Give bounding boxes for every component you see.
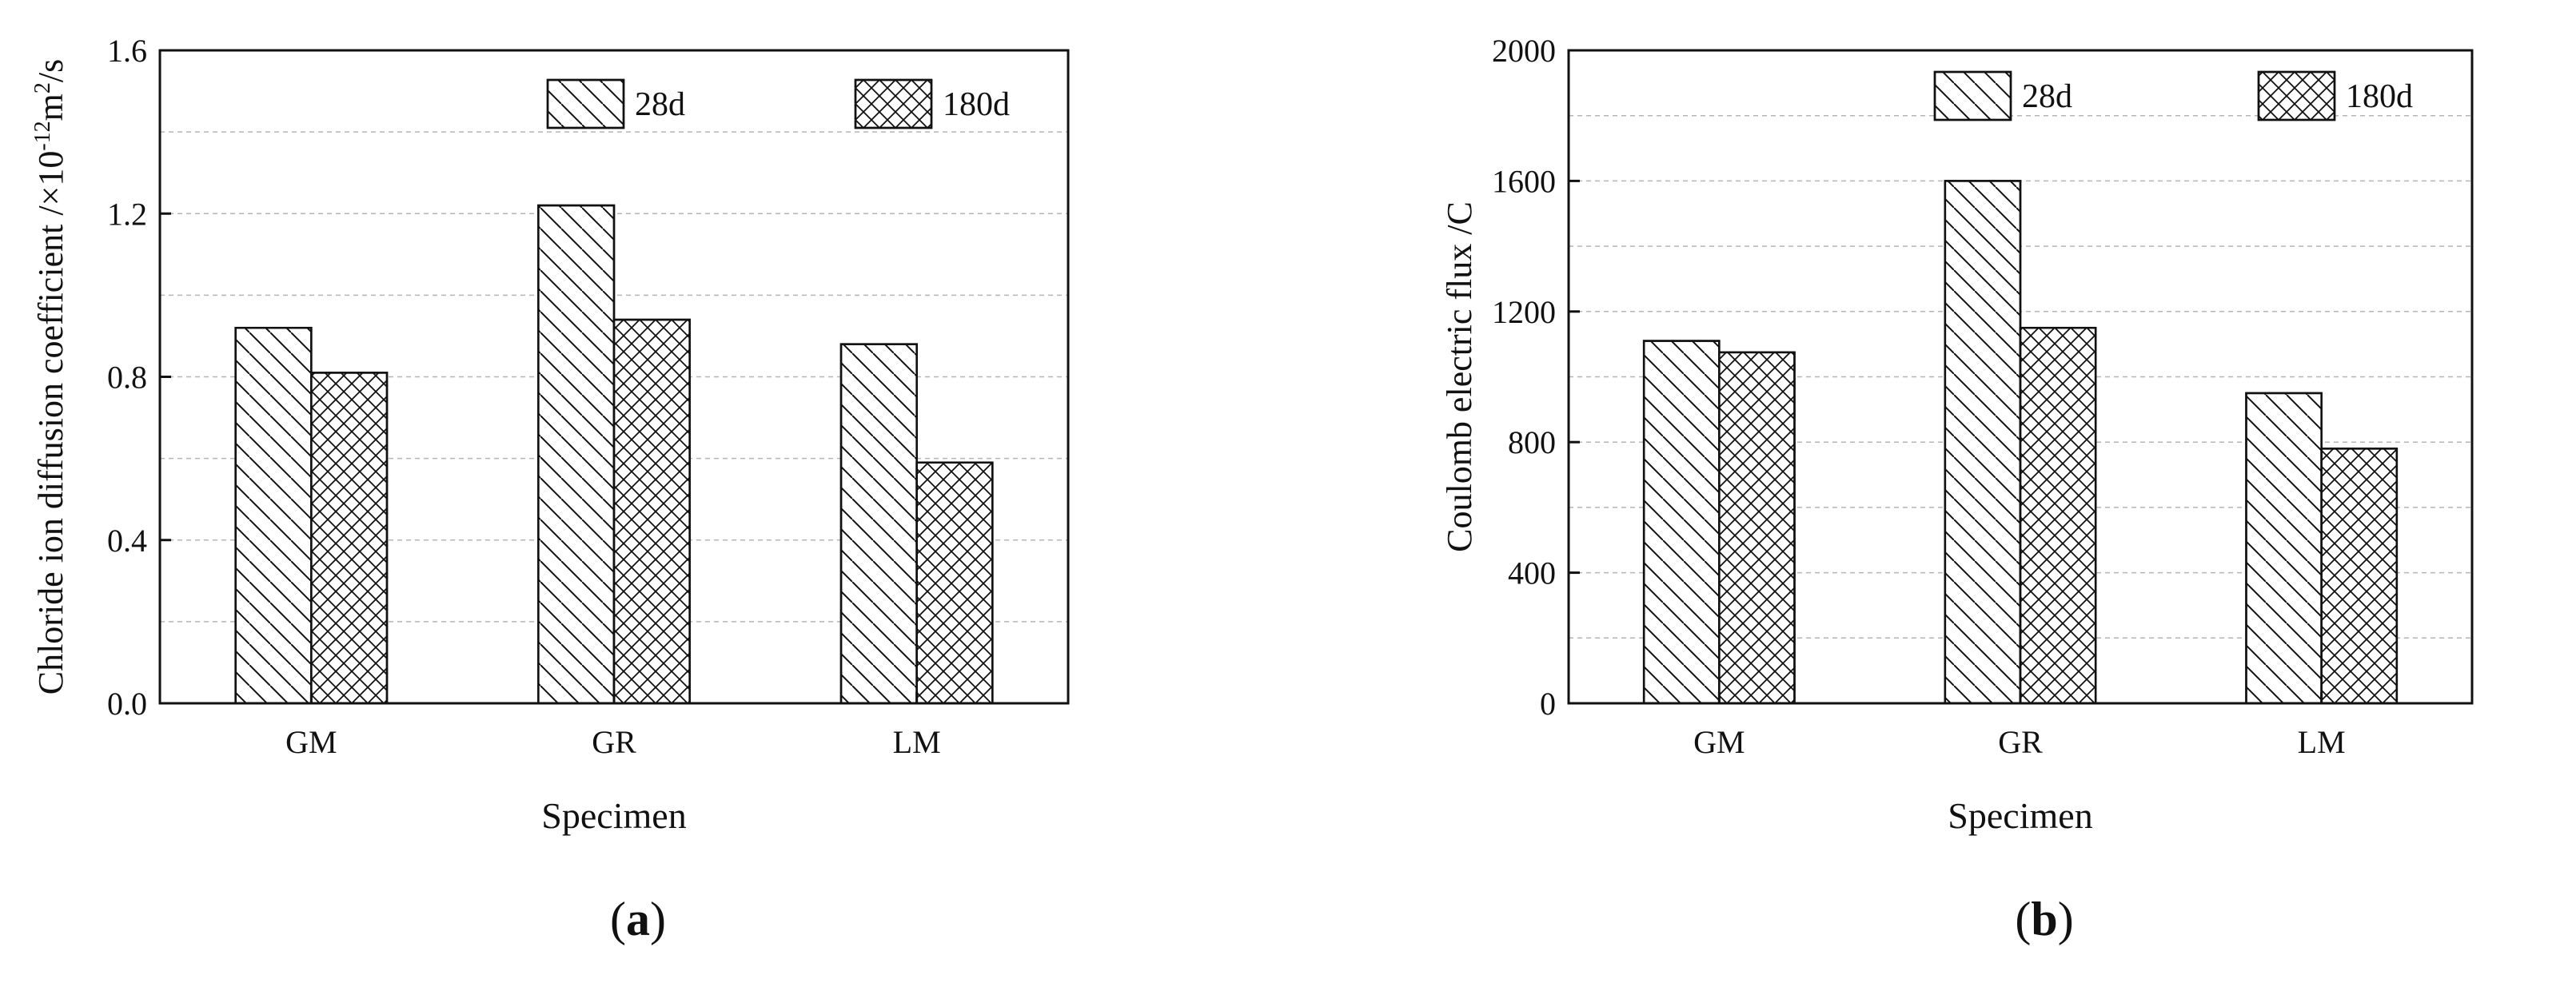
legend-swatch-hatch [1933,70,2012,121]
bar-hatch [310,372,389,705]
y-tick-label: 0.0 [107,686,147,722]
x-axis-label: Specimen [541,795,686,836]
legend: 28d 180d [546,78,1010,129]
y-tick-label: 800 [1508,424,1556,460]
legend-swatch-hatch [2257,70,2336,121]
legend-swatch-hatch [546,78,625,129]
panel-label: (a) [610,893,666,945]
y-axis-label: Coulomb electric flux /C [1440,201,1479,552]
x-ticks: GM GR LM [1693,692,2346,760]
x-tick-label: GM [1693,724,1745,760]
bars [234,204,994,705]
legend: 28d 180d [1933,70,2413,121]
x-tick-label: LM [893,724,941,760]
y-tick-label: 0 [1540,686,1556,722]
y-tick-label: 2000 [1492,33,1556,69]
legend-label: 28d [635,86,685,123]
bar-hatch [537,204,616,705]
x-tick-label: LM [2298,724,2346,760]
y-tick-label: 1.6 [107,33,147,69]
legend-label: 28d [2022,78,2072,115]
y-tick-label: 0.4 [107,523,147,559]
bar-hatch [234,326,313,705]
bar-hatch [839,343,918,705]
y-tick-label: 400 [1508,555,1556,591]
panel-b: 0 400 800 1200 1600 2000 GM GR LM 28d 180d Coulo… [1440,33,2474,945]
x-tick-label: GM [285,724,337,760]
panel-label: (b) [2015,893,2073,945]
bar-hatch [915,461,994,705]
bar-hatch [2019,326,2097,705]
bar-hatch [1718,351,1796,705]
x-tick-label: GR [1998,724,2043,760]
y-tick-label: 1600 [1492,163,1556,199]
bars [1642,180,2399,705]
bar-hatch [2320,448,2399,705]
legend-label: 180d [943,86,1010,123]
panel-a: 0.0 0.4 0.8 1.2 1.6 GM GR LM 28d 180d Chloride … [30,33,1070,945]
bar-hatch [1944,180,2022,705]
y-tick-label: 1200 [1492,294,1556,330]
x-tick-label: GR [592,724,636,760]
y-tick-label: 0.8 [107,360,147,396]
x-axis-label: Specimen [1948,795,2092,836]
bar-hatch [612,318,691,705]
y-ticks: 0.0 0.4 0.8 1.2 1.6 [107,33,171,722]
y-axis-label: Chloride ion diffusion coefficient /×10-… [30,59,70,695]
legend-swatch-hatch [854,78,933,129]
legend-label: 180d [2346,78,2413,115]
y-tick-label: 1.2 [107,196,147,232]
bar-hatch [1642,340,1721,705]
x-ticks: GM GR LM [285,692,941,760]
y-ticks: 0 400 800 1200 1600 2000 [1492,33,1580,722]
bar-hatch [2245,392,2323,705]
